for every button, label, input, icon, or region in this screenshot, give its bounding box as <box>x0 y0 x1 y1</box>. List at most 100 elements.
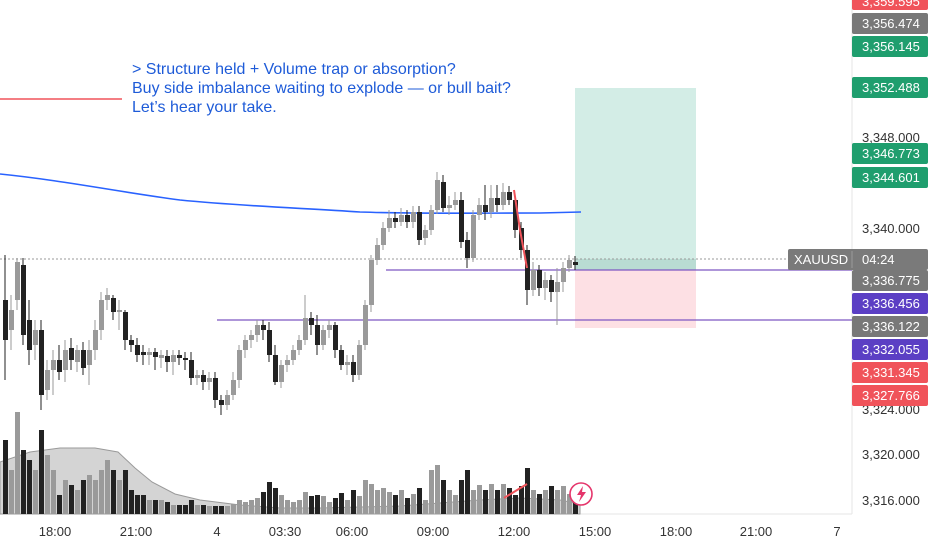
volume-bar <box>243 502 248 514</box>
candle-body <box>297 340 302 350</box>
lightning-icon[interactable] <box>569 482 593 506</box>
candle-body <box>195 375 200 378</box>
candle-body <box>93 330 98 350</box>
candle-body <box>237 350 242 380</box>
candle-body <box>549 280 554 292</box>
volume-bar <box>441 480 446 514</box>
candle-body <box>411 212 416 222</box>
price-badge: 3,336.456 <box>862 296 920 311</box>
candle-body <box>213 378 218 400</box>
candle-body <box>21 265 26 335</box>
volume-bar <box>123 470 128 514</box>
candle-body <box>15 262 20 300</box>
volume-bar <box>147 500 152 514</box>
volume-bar <box>483 490 488 514</box>
time-label: 21:00 <box>120 524 153 539</box>
candle-body <box>447 205 452 208</box>
candle-body <box>147 352 152 355</box>
volume-bar <box>27 460 32 514</box>
price-tick: 3,316.000 <box>862 493 920 508</box>
volume-bar <box>165 502 170 514</box>
candle-body <box>453 200 458 205</box>
volume-bar <box>279 495 284 514</box>
candle-body <box>525 250 530 290</box>
volume-bar <box>531 490 536 514</box>
candle-body <box>399 215 404 222</box>
candle-body <box>111 298 116 312</box>
volume-bar <box>345 500 350 514</box>
volume-bar <box>285 500 290 514</box>
candle-body <box>423 230 428 238</box>
volume-bar <box>393 495 398 514</box>
price-badge-bg <box>852 270 928 291</box>
volume-bar <box>135 495 140 514</box>
volume-bar <box>561 486 566 514</box>
annotation-line: Buy side imbalance waiting to explode — … <box>132 80 511 97</box>
candle-body <box>381 228 386 245</box>
candle-body <box>477 205 482 215</box>
volume-bar <box>225 506 230 514</box>
time-label: 21:00 <box>740 524 773 539</box>
annotation-text[interactable]: > Structure held + Volume trap or absorp… <box>132 60 511 117</box>
candle-body <box>81 350 86 368</box>
candle-body <box>375 245 380 260</box>
candle-body <box>315 325 320 345</box>
candle-body <box>543 280 548 288</box>
volume-bar <box>417 488 422 514</box>
price-tick: 3,348.000 <box>862 130 920 145</box>
candle-body <box>255 325 260 335</box>
price-badge: 3,336.775 <box>862 273 920 288</box>
volume-bar <box>267 482 272 514</box>
candle-body <box>33 330 38 345</box>
candle-body <box>309 318 314 325</box>
volume-bar <box>543 490 548 514</box>
candle-body <box>333 325 338 350</box>
volume-bars <box>3 412 578 514</box>
price-badge: 3,346.773 <box>862 146 920 161</box>
volume-bar <box>549 486 554 514</box>
candle-body <box>279 365 284 382</box>
volume-bar <box>213 506 218 514</box>
candle-body <box>183 358 188 360</box>
candle-body <box>219 400 224 405</box>
candle-body <box>57 360 62 372</box>
volume-bar <box>315 495 320 514</box>
candle-body <box>285 360 290 365</box>
volume-bar <box>327 502 332 514</box>
volume-bar <box>291 502 296 514</box>
candle-body <box>3 300 8 340</box>
volume-bar <box>33 470 38 514</box>
volume-bar <box>435 465 440 514</box>
candle-body <box>249 335 254 340</box>
candle-body <box>567 260 572 268</box>
time-label: 4 <box>213 524 220 539</box>
time-label: 15:00 <box>579 524 612 539</box>
price-badge-bg <box>852 13 928 34</box>
symbol-price-tag[interactable]: XAUUSD 04:24 <box>788 249 928 270</box>
countdown-label: 04:24 <box>862 252 895 267</box>
candle-body <box>225 395 230 405</box>
candle-body <box>69 348 74 360</box>
candle-body <box>273 355 278 382</box>
candle-body <box>369 260 374 305</box>
candle-body <box>363 305 368 345</box>
candle-body <box>189 360 194 378</box>
candle-body <box>243 340 248 350</box>
volume-bar <box>567 494 572 514</box>
price-badge-bg <box>852 339 928 360</box>
volume-bar <box>429 470 434 514</box>
volume-bar <box>471 490 476 514</box>
candle-body <box>471 215 476 258</box>
candle-body <box>465 240 470 258</box>
candle-body <box>51 360 56 370</box>
annotation-line: > Structure held + Volume trap or absorp… <box>132 61 456 78</box>
volume-bar <box>363 480 368 514</box>
volume-bar <box>381 488 386 514</box>
volume-bar <box>573 498 578 514</box>
candle-body <box>159 355 164 358</box>
candle-body <box>501 192 506 205</box>
volume-bar <box>351 490 356 514</box>
time-label: 09:00 <box>417 524 450 539</box>
